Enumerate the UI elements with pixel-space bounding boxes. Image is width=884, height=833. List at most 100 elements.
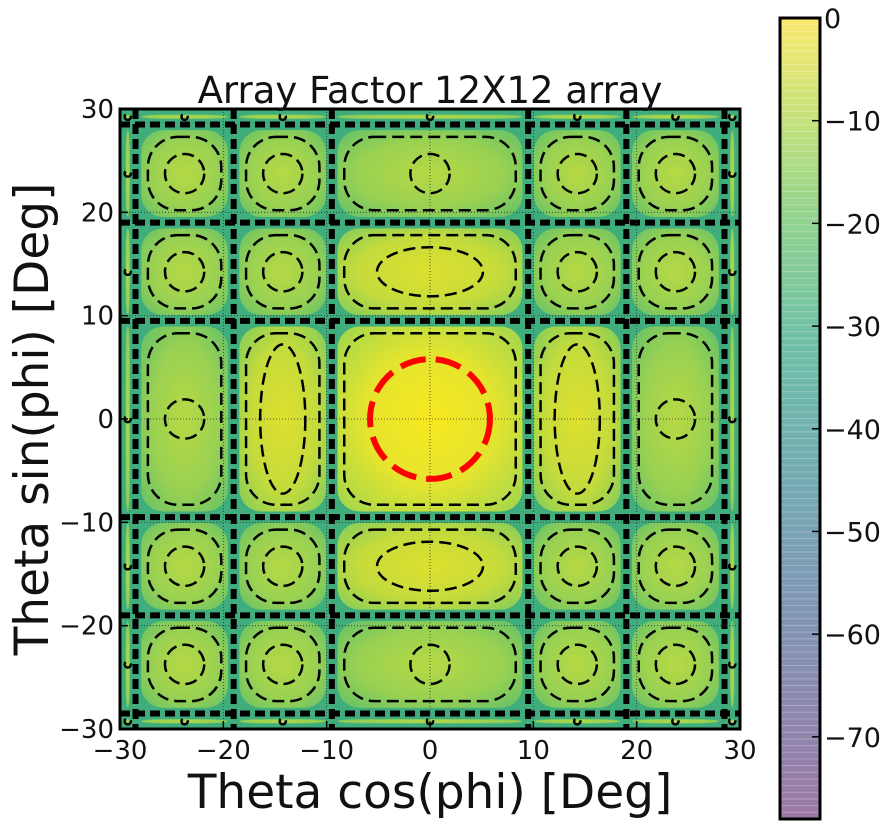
lobe-cell xyxy=(141,228,228,316)
inner-contour xyxy=(556,250,599,293)
inner-contour xyxy=(123,267,133,277)
lobe-cell xyxy=(125,228,130,316)
y-tick-label: −20 xyxy=(59,612,114,642)
x-tick-label: 0 xyxy=(422,736,439,766)
lobe-contour xyxy=(637,528,714,605)
inner-contour xyxy=(727,112,737,122)
x-tick-label: −30 xyxy=(93,736,148,766)
inner-contour xyxy=(123,716,133,726)
inner-contour xyxy=(278,716,288,726)
lobe-cell xyxy=(141,326,228,512)
lobe-cell xyxy=(125,522,130,610)
lobe-cell xyxy=(730,621,735,708)
lobe-cell xyxy=(125,114,130,119)
y-tick-label: 30 xyxy=(81,95,114,125)
inner-contour xyxy=(572,716,582,726)
lobe-cell xyxy=(141,719,228,724)
inner-contour xyxy=(180,112,189,122)
inner-contour xyxy=(654,152,697,195)
lobe-contour xyxy=(539,626,616,703)
lobe-cell xyxy=(125,130,130,217)
lobe-contour xyxy=(637,135,714,212)
lobe-cell xyxy=(632,130,719,217)
inner-contour xyxy=(123,112,133,122)
colorbar-tick-label: 0 xyxy=(824,4,841,35)
inner-contour xyxy=(556,643,599,686)
lobe-cell xyxy=(239,130,327,217)
inner-contour xyxy=(727,169,737,178)
y-tick-label: 10 xyxy=(81,302,114,332)
lobe-cell xyxy=(533,621,621,708)
inner-contour xyxy=(572,112,582,122)
lobe-cell xyxy=(239,719,327,724)
y-tick-label: −10 xyxy=(59,508,114,538)
lobe-contour xyxy=(637,626,714,703)
inner-contour xyxy=(163,643,206,686)
colorbar: 0 −10 −20 −30 −40 −50 −60 −70 xyxy=(778,4,881,821)
inner-contour xyxy=(123,169,133,178)
inner-contour xyxy=(180,716,189,726)
x-tick-label: −20 xyxy=(196,736,251,766)
lobe-cell xyxy=(533,114,621,119)
x-axis-label: Theta cos(phi) [Deg] xyxy=(187,765,673,820)
inner-contour xyxy=(553,343,602,495)
contours-layer xyxy=(123,112,737,726)
lobe-contour xyxy=(244,233,321,310)
lobe-cell xyxy=(141,130,228,217)
lobe-cell xyxy=(730,719,735,724)
lobe-cell xyxy=(533,522,621,610)
lobe-cell xyxy=(239,228,327,316)
colorbar-tick-label: −60 xyxy=(824,620,881,651)
grid-layer xyxy=(120,109,740,729)
lobe-contour xyxy=(342,626,518,703)
lobe-cell xyxy=(730,228,735,316)
inner-contour xyxy=(671,112,680,122)
inner-contour xyxy=(409,643,451,686)
inner-contour xyxy=(727,660,737,669)
x-tick-label: 20 xyxy=(620,736,653,766)
lobe-contour xyxy=(146,233,223,310)
colorbar-tick-label: −20 xyxy=(824,209,881,240)
lobe-contour xyxy=(146,528,223,605)
lobe-contour xyxy=(342,331,518,507)
lobe-contour xyxy=(539,233,616,310)
lobe-cell xyxy=(141,114,228,119)
lobe-contour xyxy=(244,626,321,703)
inner-contour xyxy=(261,643,304,686)
lobe-cell xyxy=(632,228,719,316)
lobe-cell xyxy=(632,114,719,119)
chart-title: Array Factor 12X12 array xyxy=(198,69,663,112)
y-tick-label: 0 xyxy=(97,405,114,435)
inner-contour xyxy=(261,250,304,293)
inner-contour xyxy=(556,152,599,195)
inner-contour xyxy=(727,267,737,277)
inner-contour xyxy=(654,398,697,440)
x-tick-label: 30 xyxy=(723,736,756,766)
y-axis-label: Theta sin(phi) [Deg] xyxy=(5,183,60,657)
lobe-cell xyxy=(533,130,621,217)
x-ticks: −30 −20 −10 0 10 20 30 xyxy=(93,721,757,766)
lobe-contour xyxy=(637,233,714,310)
lobe-contour xyxy=(146,135,223,212)
colorbar-tick-label: −30 xyxy=(824,312,881,343)
lobe-cell xyxy=(337,130,523,217)
colorbar-bands xyxy=(780,24,820,813)
inner-contour xyxy=(261,152,304,195)
colorbar-tick-label: −50 xyxy=(824,517,881,548)
inner-contour xyxy=(258,343,307,495)
colorbar-frame xyxy=(778,16,822,821)
lobe-cell xyxy=(533,719,621,724)
lobe-contour xyxy=(539,135,616,212)
inner-contour xyxy=(556,545,599,588)
half-power-contour xyxy=(367,356,493,482)
lobe-contour xyxy=(539,528,616,605)
lobe-contour xyxy=(146,626,223,703)
inner-contour xyxy=(163,250,206,293)
inner-contour xyxy=(123,561,133,571)
lobe-cell xyxy=(239,621,327,708)
x-tick-label: −10 xyxy=(299,736,354,766)
y-tick-label: −30 xyxy=(59,715,114,745)
y-ticks: −30 −20 −10 0 10 20 30 xyxy=(59,95,128,745)
